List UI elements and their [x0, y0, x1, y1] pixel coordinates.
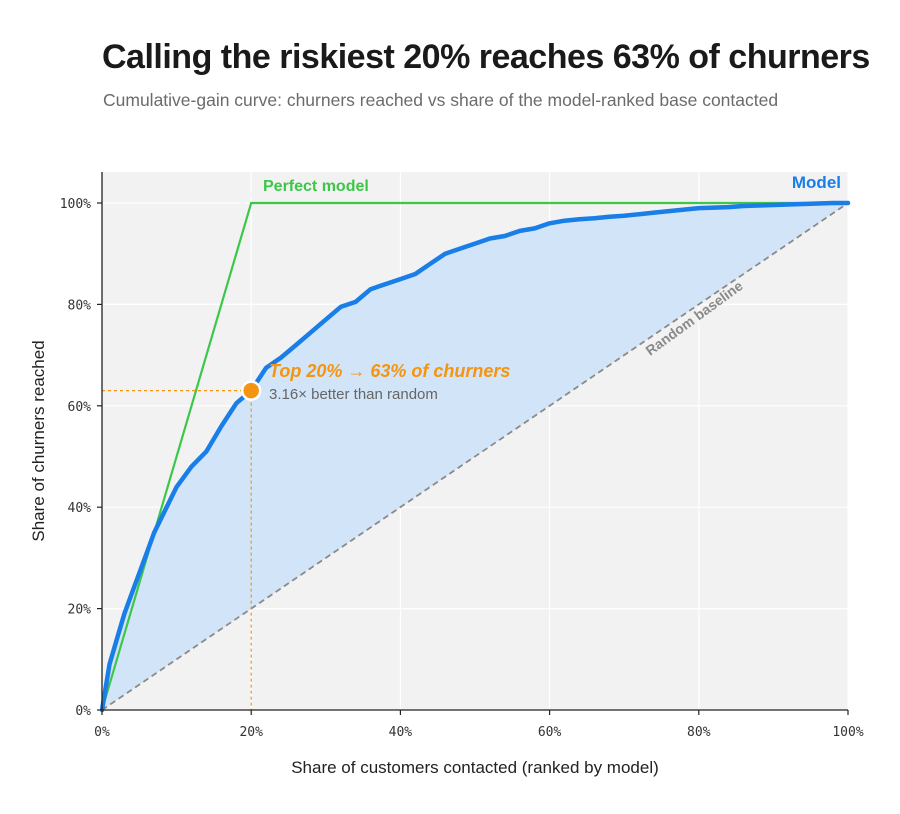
x-tick-label: 80% [687, 725, 711, 740]
x-axis-ticks: 0% 20% 40% 60% 80% 100% [94, 710, 864, 740]
label-model: Model [792, 173, 841, 192]
y-axis-ticks: 0% 20% 40% 60% 80% 100% [60, 197, 102, 719]
annotation-sub: 3.16× better than random [269, 386, 438, 403]
highlight-point [240, 380, 262, 401]
x-axis-label: Share of customers contacted (ranked by … [291, 758, 659, 777]
y-tick-label: 40% [68, 501, 92, 516]
y-tick-label: 20% [68, 603, 92, 618]
chart-subtitle: Cumulative-gain curve: churners reached … [103, 90, 779, 110]
chart-title: Calling the riskiest 20% reaches 63% of … [102, 38, 870, 76]
series-line-model [99, 200, 851, 713]
annotation-main: Top 20% → 63% of churners [269, 361, 510, 381]
y-tick-label: 60% [68, 400, 92, 415]
label-perfect-model: Perfect model [263, 178, 369, 195]
x-tick-label: 60% [538, 725, 562, 740]
y-tick-label: 0% [75, 704, 91, 719]
y-tick-label: 80% [68, 298, 92, 313]
x-tick-label: 40% [389, 725, 413, 740]
x-tick-label: 100% [832, 725, 863, 740]
x-tick-label: 20% [239, 725, 263, 740]
y-tick-label: 100% [60, 197, 91, 212]
y-axis-label: Share of churners reached [29, 340, 48, 541]
series-line-random-baseline [101, 202, 849, 711]
x-tick-label: 0% [94, 725, 110, 740]
